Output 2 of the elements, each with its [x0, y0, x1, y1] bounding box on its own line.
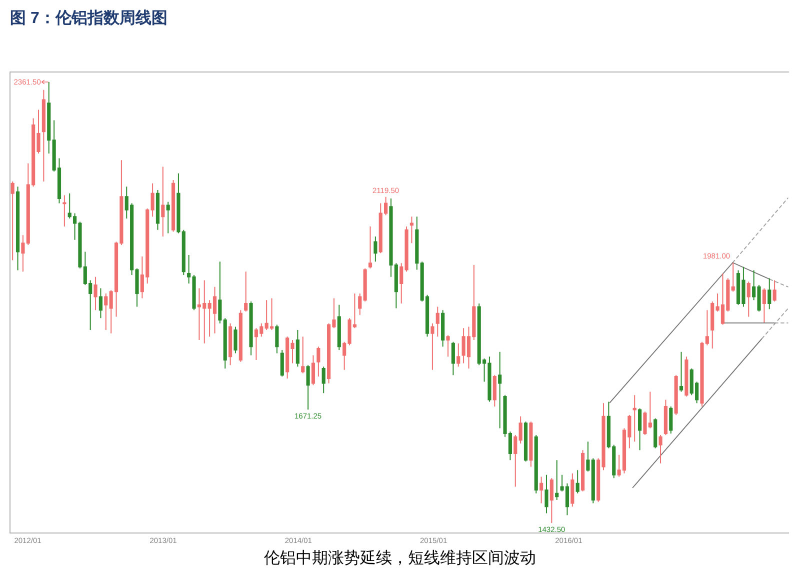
text: 伦铝中期涨势延续，短线维持区间波动 [264, 549, 536, 567]
chart-title: 图 7：伦铝指数周线图 [10, 9, 168, 27]
